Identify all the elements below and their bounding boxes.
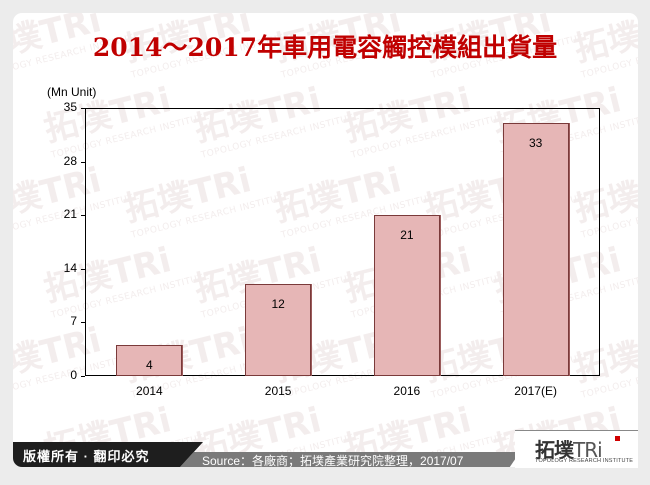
bar-value-label: 12 (271, 297, 285, 312)
logo-chinese: 拓墣 (535, 438, 574, 462)
logo-subtitle: TOPOLOGY RESEARCH INSTITUTE (535, 458, 634, 464)
y-tick-mark (81, 268, 85, 270)
bar-2015: 12 (245, 284, 312, 376)
y-tick-mark (81, 161, 85, 163)
bar-value-label: 21 (400, 228, 414, 243)
source-banner: Source：各廠商；拓墣產業研究院整理，2017/07 (180, 452, 520, 467)
bar-2016: 21 (373, 215, 440, 376)
y-tick-mark (81, 322, 85, 324)
bar-value-label: 33 (528, 136, 543, 151)
copyright-banner: 版權所有 · 翻印必究 (13, 442, 203, 467)
bar-2017(E): 33 (502, 123, 569, 376)
y-tick-mark (81, 215, 85, 217)
x-tick-label: 2017(E) (514, 384, 557, 398)
x-tick-label: 2014 (136, 384, 163, 398)
logo-red-dot-icon (615, 436, 620, 441)
logo-wordmark: 拓墣TRi (535, 434, 603, 463)
y-tick-label: 35 (63, 100, 77, 114)
copyright-text: 版權所有 · 翻印必究 (23, 449, 150, 464)
y-tick-mark (81, 108, 85, 109)
logo-tri: TRi (573, 438, 603, 462)
y-axis-unit-label: (Mn Unit) (47, 85, 97, 99)
source-text: Source：各廠商；拓墣產業研究院整理，2017/07 (202, 454, 464, 468)
chart-title: 2014～2017年車用電容觸控模組出貨量 (92, 33, 558, 62)
y-tick-label: 14 (63, 260, 77, 275)
logo: 拓墣TRi TOPOLOGY RESEARCH INSTITUTE (515, 430, 638, 468)
x-tick-label: 2016 (393, 384, 421, 398)
bar-2014: 4 (116, 345, 183, 376)
plot-area (85, 108, 600, 376)
y-tick-label: 21 (63, 207, 77, 222)
y-tick-label: 28 (63, 153, 77, 168)
y-tick-mark (81, 376, 85, 377)
y-tick-label: 0 (70, 368, 77, 382)
y-tick-label: 7 (70, 314, 77, 329)
x-tick-label: 2015 (264, 384, 292, 398)
bar-value-label: 4 (146, 358, 153, 373)
